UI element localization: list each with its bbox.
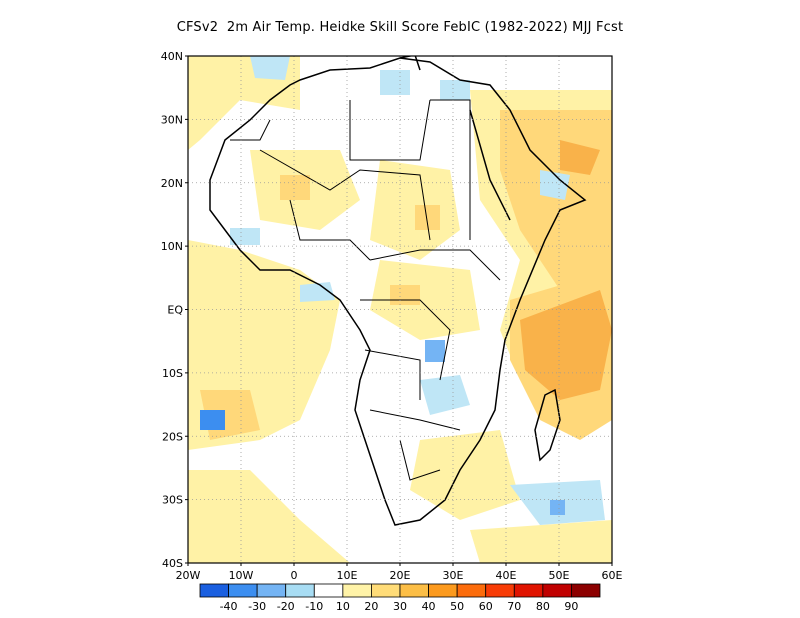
longitude-labels: 20W 10W 0 10E 20E 30E 40E 50E 60E (176, 563, 623, 582)
colorbar-label: -40 (220, 600, 238, 613)
colorbar-swatch (256, 583, 287, 598)
colorbar-label: 10 (336, 600, 350, 613)
lat-label: EQ (167, 304, 183, 317)
colorbar-label: 70 (507, 600, 521, 613)
lat-label: 10N (161, 240, 183, 253)
lon-label: 0 (291, 569, 298, 582)
colorbar-swatch (485, 583, 515, 598)
lat-label: 30S (162, 494, 183, 507)
colorbar-swatch (571, 583, 601, 598)
colorbar-swatch (399, 583, 429, 598)
lat-lon-grid (188, 56, 612, 563)
colorbar-label: 30 (393, 600, 407, 613)
colorbar-swatch (228, 583, 258, 598)
lat-label: 20S (162, 430, 183, 443)
colorbar-swatch (456, 583, 487, 598)
colorbar-label: 20 (364, 600, 378, 613)
lat-label: 40S (162, 557, 183, 570)
colorbar: -40 -30 -20 -10 10 20 30 40 50 60 70 80 90 (199, 583, 601, 613)
lon-label: 10W (229, 569, 254, 582)
lat-label: 30N (161, 113, 183, 126)
lat-label: 10S (162, 367, 183, 380)
colorbar-label: 80 (536, 600, 550, 613)
colorbar-swatch (342, 583, 372, 598)
colorbar-label: 40 (422, 600, 436, 613)
colorbar-label: -20 (277, 600, 295, 613)
lon-label: 50E (549, 569, 570, 582)
colorbar-label: 60 (479, 600, 493, 613)
country-borders (230, 99, 501, 481)
lat-label: 40N (161, 50, 183, 63)
lon-label: 30E (443, 569, 464, 582)
coastlines (209, 56, 587, 526)
colorbar-label: 90 (564, 600, 578, 613)
colorbar-label: -30 (248, 600, 266, 613)
colorbar-swatch (199, 583, 229, 598)
lat-label: 20N (161, 177, 183, 190)
colorbar-swatch (542, 583, 572, 598)
colorbar-swatch (313, 583, 344, 598)
map-title: CFSv2 2m Air Temp. Heidke Skill Score Fe… (176, 20, 624, 35)
lon-label: 40E (496, 569, 517, 582)
lon-label: 10E (337, 569, 358, 582)
lon-label: 20E (390, 569, 411, 582)
colorbar-swatch (371, 583, 401, 598)
lon-label: 20W (176, 569, 201, 582)
colorbar-swatch (513, 583, 544, 598)
latitude-labels: 40N 30N 20N 10N EQ 10S 20S 30S 40S (161, 50, 188, 570)
colorbar-label: 50 (450, 600, 464, 613)
colorbar-swatch (285, 583, 315, 598)
colorbar-swatch (428, 583, 458, 598)
lon-label: 60E (602, 569, 623, 582)
colorbar-label: -10 (305, 600, 323, 613)
